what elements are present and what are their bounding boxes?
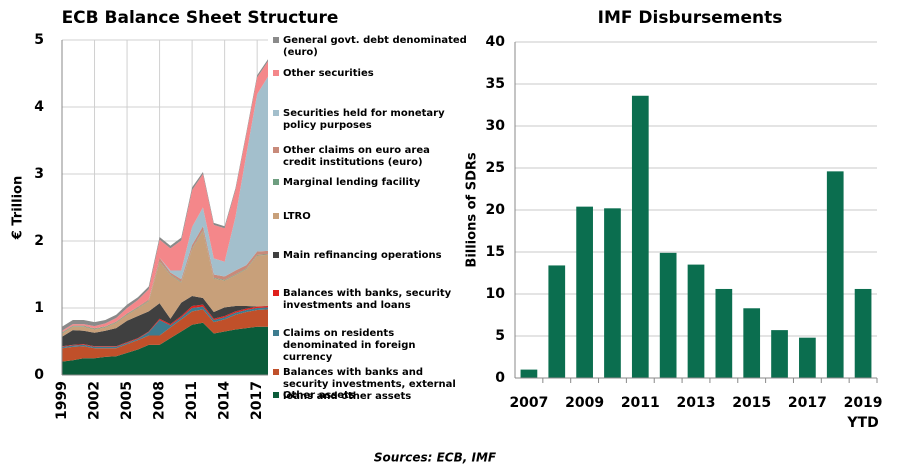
legend-label: Main refinancing operations xyxy=(283,250,442,261)
y-tick-label: 1 xyxy=(34,300,44,316)
bar xyxy=(548,265,566,378)
area xyxy=(62,76,268,333)
bar xyxy=(715,288,733,378)
legend-label: Balances with banks and security investme… xyxy=(283,367,456,402)
legend-label: Marginal lending facility xyxy=(283,177,421,188)
y-axis-label: Billions of SDRs xyxy=(465,152,480,267)
legend-swatch xyxy=(273,37,279,43)
x-tick-label: 2005 xyxy=(119,381,135,420)
legend-label: Claims on residents denominated in foreig… xyxy=(283,328,416,363)
legend-swatch xyxy=(273,110,279,116)
x-tick-label: 1999 xyxy=(54,381,70,420)
x-tick-label: 2009 xyxy=(565,395,604,411)
bar xyxy=(743,308,761,378)
y-tick-label: 2 xyxy=(34,233,44,249)
area xyxy=(62,304,268,347)
y-tick-label: 20 xyxy=(486,202,506,218)
legend-swatch xyxy=(273,369,279,375)
x-tick-label: 2008 xyxy=(152,381,168,420)
y-tick-label: 40 xyxy=(486,34,506,50)
legend-swatch xyxy=(273,252,279,258)
bar xyxy=(854,288,872,378)
area xyxy=(62,322,268,375)
area xyxy=(62,295,268,347)
legend-swatch xyxy=(273,290,279,296)
y-tick-label: 35 xyxy=(486,76,505,92)
x-tick-label: 2019 YTD xyxy=(844,395,883,431)
legend-label: Balances with banks, security investments… xyxy=(283,288,452,311)
y-axis-label: € Trillion xyxy=(11,176,26,240)
y-tick-label: 4 xyxy=(34,99,44,115)
x-tick-label: 2002 xyxy=(87,381,103,420)
y-tick-label: 15 xyxy=(486,244,505,260)
legend-label: Securities held for monetary policy purpo… xyxy=(283,108,445,131)
bar xyxy=(687,264,705,378)
x-tick-label: 2014 xyxy=(217,381,233,420)
x-tick-label: 2017 xyxy=(249,381,265,420)
y-tick-label: 5 xyxy=(34,32,44,48)
bar xyxy=(826,171,844,378)
legend-label: Other securities xyxy=(283,68,374,79)
legend-swatch xyxy=(273,147,279,153)
area xyxy=(62,306,268,349)
bar xyxy=(659,252,677,378)
legend-swatch xyxy=(273,330,279,336)
y-tick-label: 10 xyxy=(486,286,506,302)
x-tick-label: 2013 xyxy=(677,395,716,411)
x-tick-label: 2011 xyxy=(184,381,200,420)
x-tick-label: 2017 xyxy=(788,395,827,411)
bar xyxy=(520,369,538,378)
bar xyxy=(631,95,649,378)
bar xyxy=(799,337,816,378)
bar xyxy=(576,206,593,378)
area xyxy=(62,230,268,337)
source-note: Sources: ECB, IMF xyxy=(374,451,497,465)
legend-label: Other assets xyxy=(283,390,355,401)
legend-label: Other claims on euro area credit institut… xyxy=(283,145,430,168)
legend-label: LTRO xyxy=(283,211,311,222)
legend-swatch xyxy=(273,392,279,398)
y-tick-label: 3 xyxy=(34,166,44,182)
y-tick-label: 30 xyxy=(486,118,506,134)
legend-swatch xyxy=(273,213,279,219)
legend-swatch xyxy=(273,179,279,185)
bar xyxy=(771,330,788,378)
x-tick-label: 2007 xyxy=(509,395,548,411)
y-tick-label: 25 xyxy=(486,160,505,176)
x-tick-label: 2011 xyxy=(621,395,660,411)
chart-title: IMF Disbursements xyxy=(598,8,783,28)
chart-title: ECB Balance Sheet Structure xyxy=(62,8,339,28)
y-tick-label: 0 xyxy=(34,367,44,383)
y-tick-label: 5 xyxy=(495,328,505,344)
legend-label: General govt. debt denominated (euro) xyxy=(283,35,467,58)
area xyxy=(62,309,268,362)
legend-swatch xyxy=(273,70,279,76)
bar xyxy=(604,208,621,378)
x-tick-label: 2015 xyxy=(732,395,771,411)
y-tick-label: 0 xyxy=(495,370,505,386)
